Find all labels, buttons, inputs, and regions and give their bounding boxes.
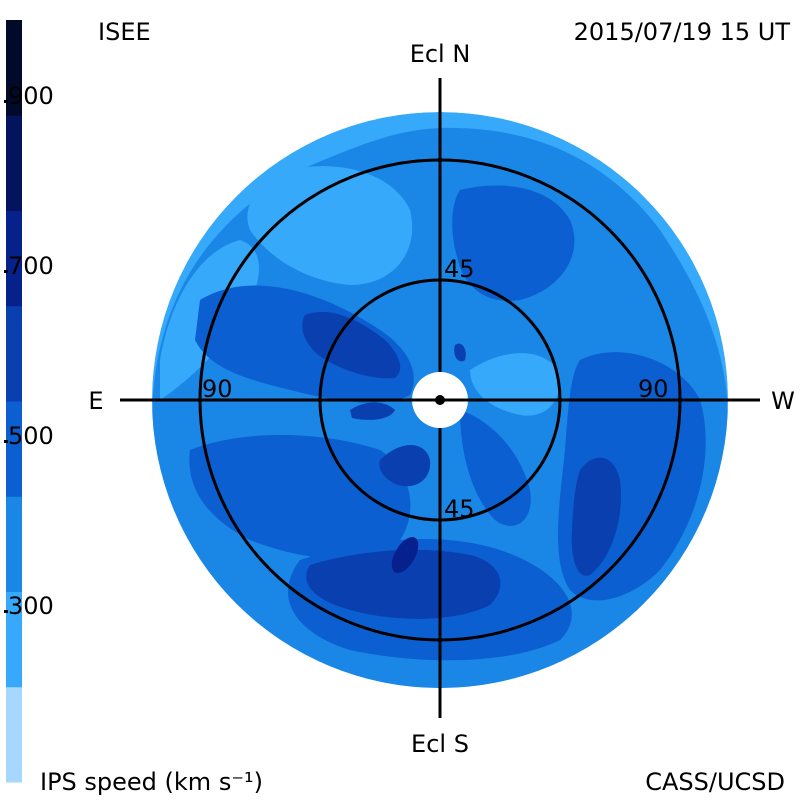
colorbar-band — [6, 115, 22, 211]
colorbar-tick-900: 900 — [8, 82, 54, 110]
colorbar-band — [6, 305, 22, 402]
credit-label: CASS/UCSD — [645, 768, 785, 796]
colorbar-band — [6, 591, 22, 688]
ring-label-outer-left: 90 — [202, 375, 233, 403]
label-ecliptic-north: Ecl N — [410, 40, 471, 68]
label-ecliptic-south: Ecl S — [411, 730, 469, 758]
colorbar-band — [6, 686, 22, 783]
timestamp-label: 2015/07/19 15 UT — [574, 18, 791, 46]
colorbar-tick-500: 500 — [8, 422, 54, 450]
ring-label-inner-top: 45 — [444, 255, 475, 283]
quantity-label: IPS speed (km s⁻¹) — [40, 768, 263, 796]
colorbar — [6, 20, 22, 783]
ring-label-outer-right: 90 — [638, 375, 669, 403]
org-label: ISEE — [98, 18, 151, 46]
colorbar-band — [6, 20, 22, 116]
label-west: W — [771, 387, 795, 415]
label-east: E — [88, 387, 103, 415]
colorbar-band — [6, 401, 22, 497]
colorbar-tick-300: 300 — [8, 592, 54, 620]
colorbar-tick-700: 700 — [8, 252, 54, 280]
ring-label-inner-bottom: 45 — [444, 495, 475, 523]
colorbar-ticks — [4, 100, 8, 613]
colorbar-band — [6, 210, 22, 307]
colorbar-band — [6, 496, 22, 592]
